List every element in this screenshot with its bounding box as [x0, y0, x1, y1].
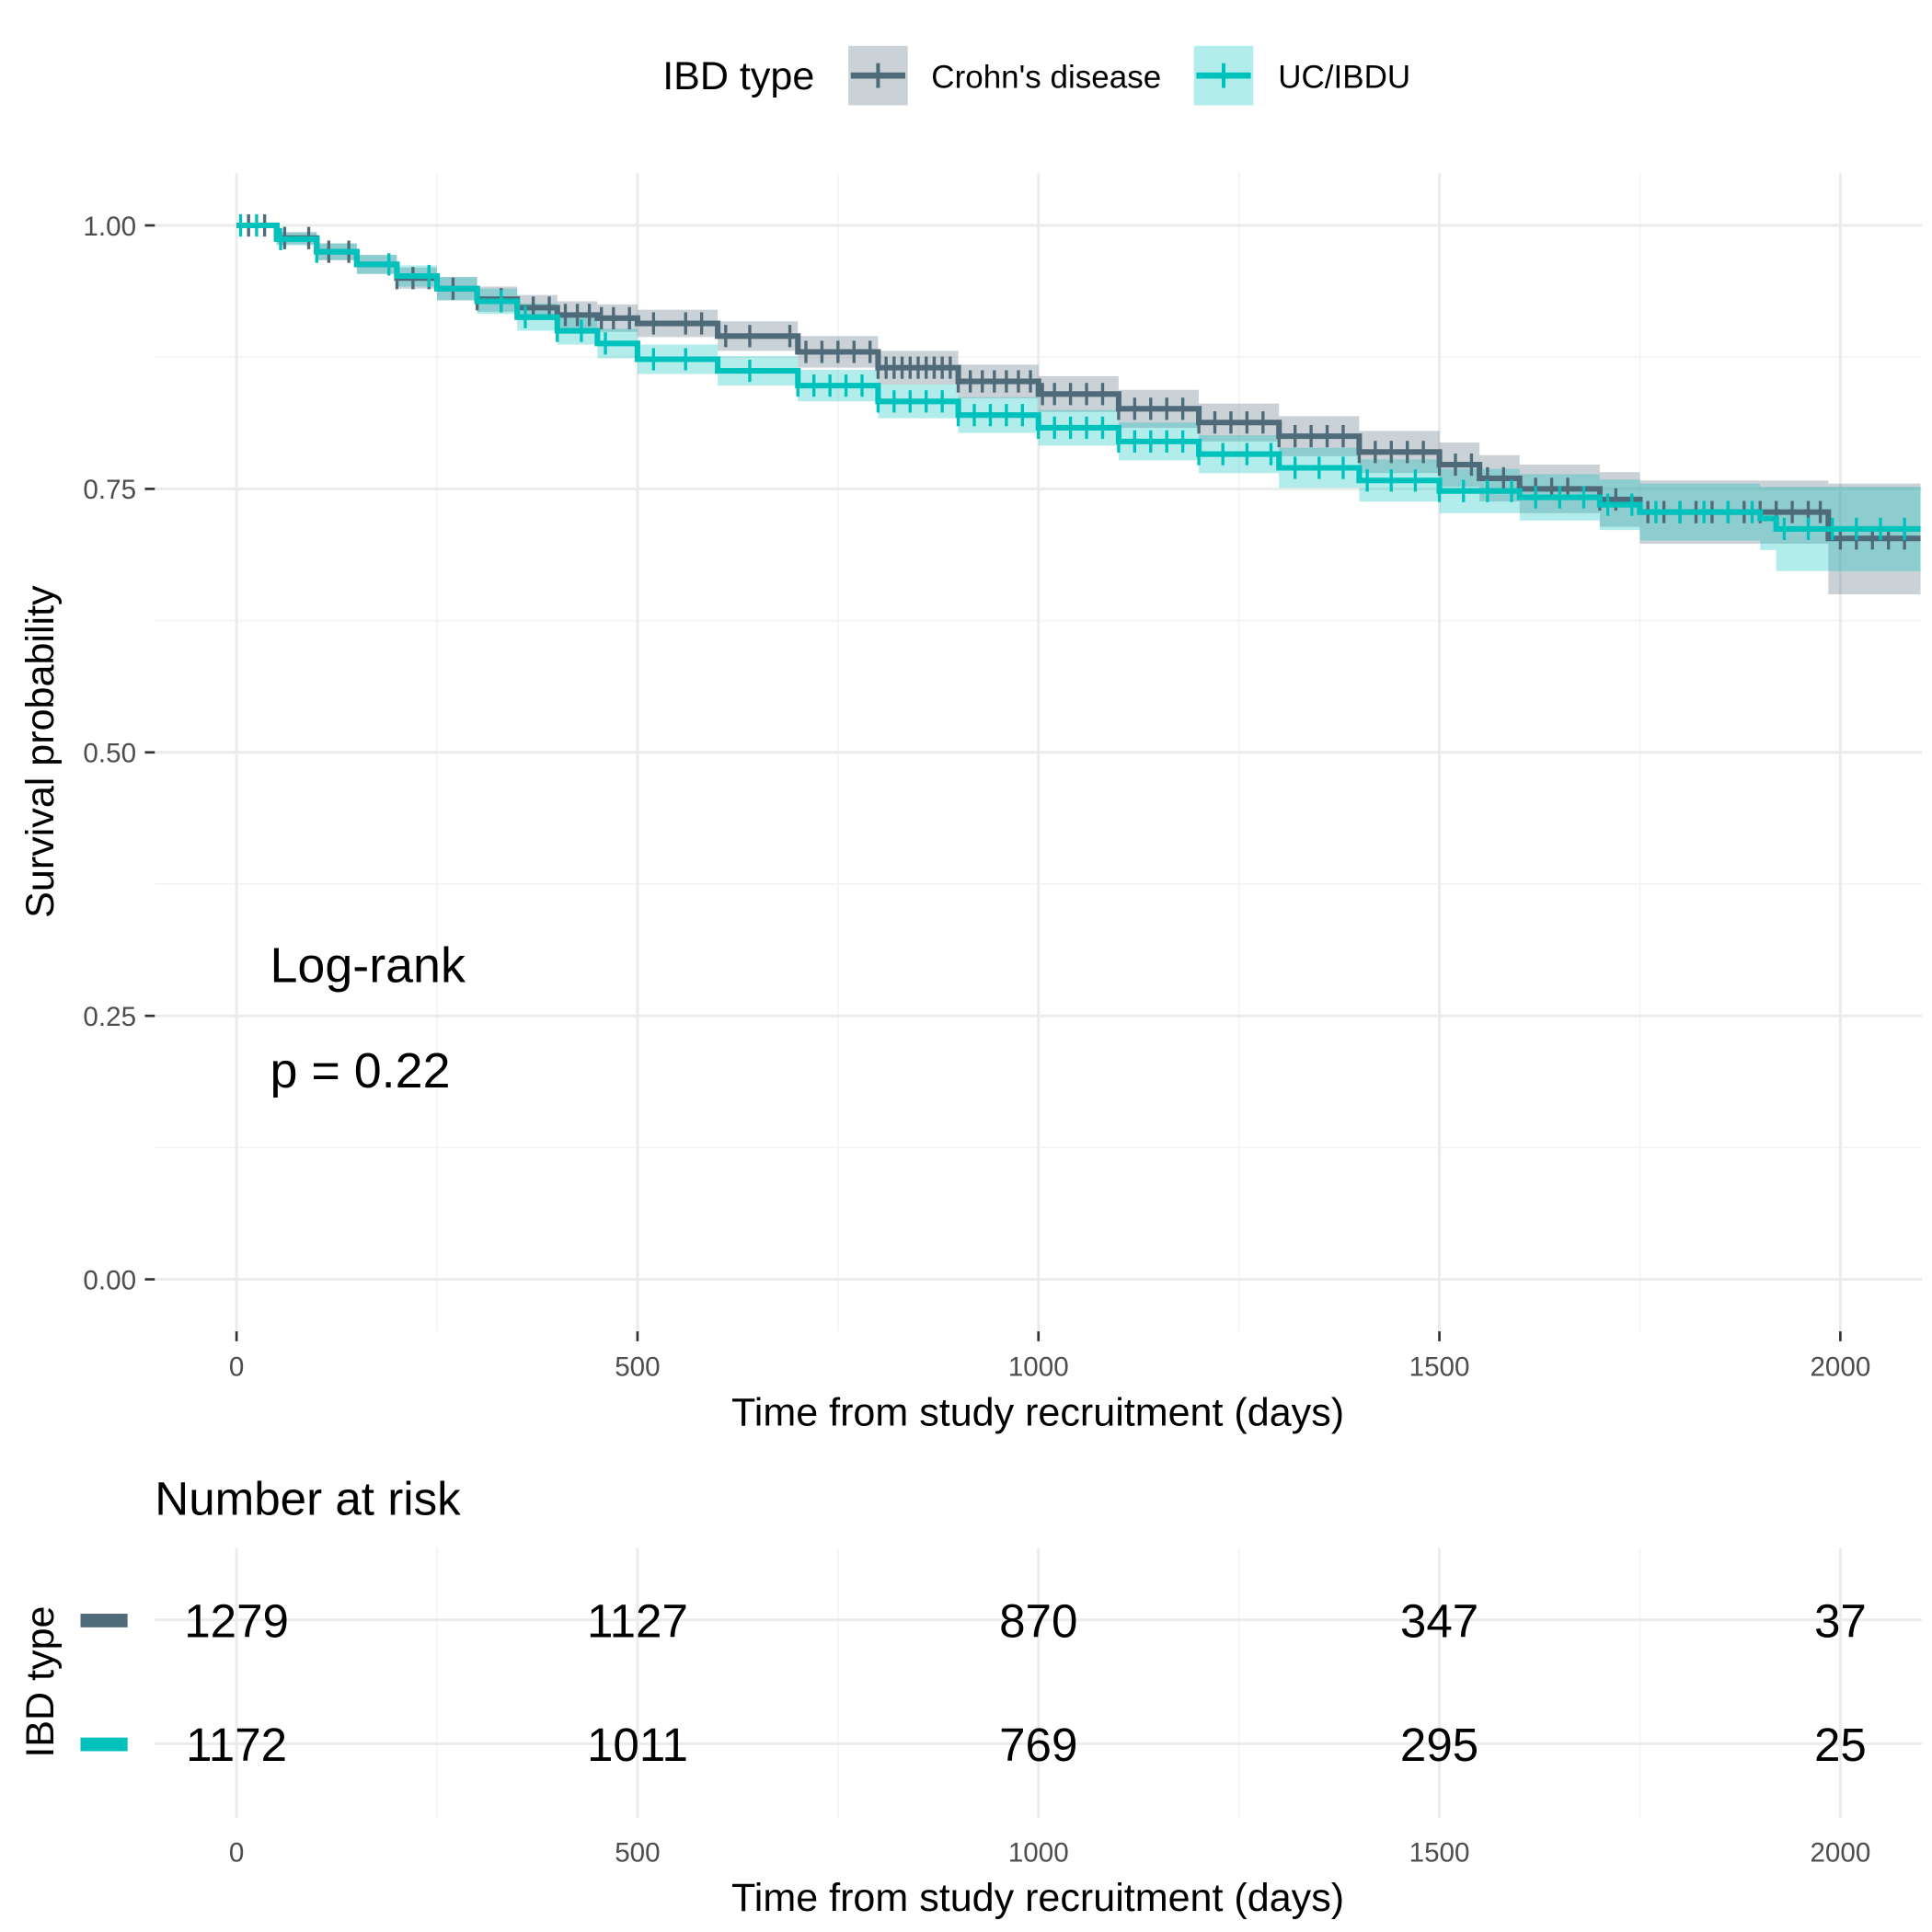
risk-count: 1127 [587, 1595, 688, 1648]
risk-x-tick-label: 1500 [1409, 1837, 1470, 1868]
risk-x-tick-label: 500 [615, 1837, 660, 1868]
risk-row-color-key [80, 1737, 128, 1752]
logrank-label: Log-rank [270, 938, 466, 994]
confidence-band-0 [236, 225, 1921, 594]
x-tick-label: 1000 [1008, 1352, 1069, 1383]
risk-table-title: Number at risk [155, 1472, 461, 1524]
legend-title: IBD type [662, 54, 814, 98]
y-tick-label: 0.75 [83, 475, 136, 505]
risk-count: 1172 [186, 1719, 287, 1771]
risk-count: 1011 [587, 1719, 688, 1771]
survival-plot: 0.00 0.25 0.50 0.75 1.00 0 500 1000 1500 2000 [83, 173, 1923, 1383]
risk-table-x-title: Time from study recruitment (days) [731, 1876, 1344, 1920]
legend-label-uc: UC/IBDU [1278, 60, 1410, 96]
x-tick-label: 1500 [1409, 1352, 1470, 1383]
risk-count: 870 [999, 1595, 1077, 1648]
risk-row-color-key [80, 1614, 128, 1627]
risk-x-tick-label: 0 [229, 1837, 244, 1868]
y-tick-label: 0.00 [83, 1265, 136, 1295]
x-tick-label: 500 [615, 1352, 660, 1383]
x-axis-title: Time from study recruitment (days) [731, 1390, 1344, 1434]
risk-table-y-title: IBD type [18, 1605, 63, 1757]
logrank-p-value: p = 0.22 [270, 1043, 450, 1098]
risk-x-tick-label: 2000 [1810, 1837, 1870, 1868]
risk-count: 295 [1400, 1719, 1478, 1771]
y-axis-title: Survival probability [18, 585, 63, 918]
risk-table: 1279 1127 870 347 37 1172 1011 769 295 25 0 500 1000… [80, 1547, 1923, 1868]
legend: IBD type Crohn's disease UC/IBDU [662, 45, 1410, 106]
risk-count: 1279 [184, 1595, 289, 1648]
legend-key-crohns [848, 45, 908, 106]
legend-label-crohns: Crohn's disease [931, 60, 1161, 96]
x-tick-label: 0 [229, 1352, 244, 1383]
risk-x-tick-label: 1000 [1008, 1837, 1069, 1868]
confidence-band-1 [236, 225, 1921, 571]
risk-count: 25 [1814, 1719, 1867, 1771]
y-tick-label: 1.00 [83, 212, 136, 242]
y-tick-label: 0.25 [83, 1002, 136, 1032]
risk-count: 347 [1400, 1595, 1478, 1648]
risk-count: 37 [1814, 1595, 1867, 1648]
risk-count: 769 [999, 1719, 1077, 1771]
legend-key-uc [1193, 45, 1254, 106]
y-tick-label: 0.50 [83, 739, 136, 769]
x-tick-label: 2000 [1810, 1352, 1870, 1383]
